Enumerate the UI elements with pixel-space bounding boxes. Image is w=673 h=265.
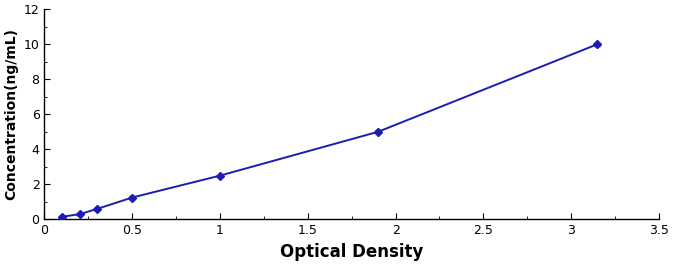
Y-axis label: Concentration(ng/mL): Concentration(ng/mL) <box>4 28 18 200</box>
X-axis label: Optical Density: Optical Density <box>280 243 423 261</box>
